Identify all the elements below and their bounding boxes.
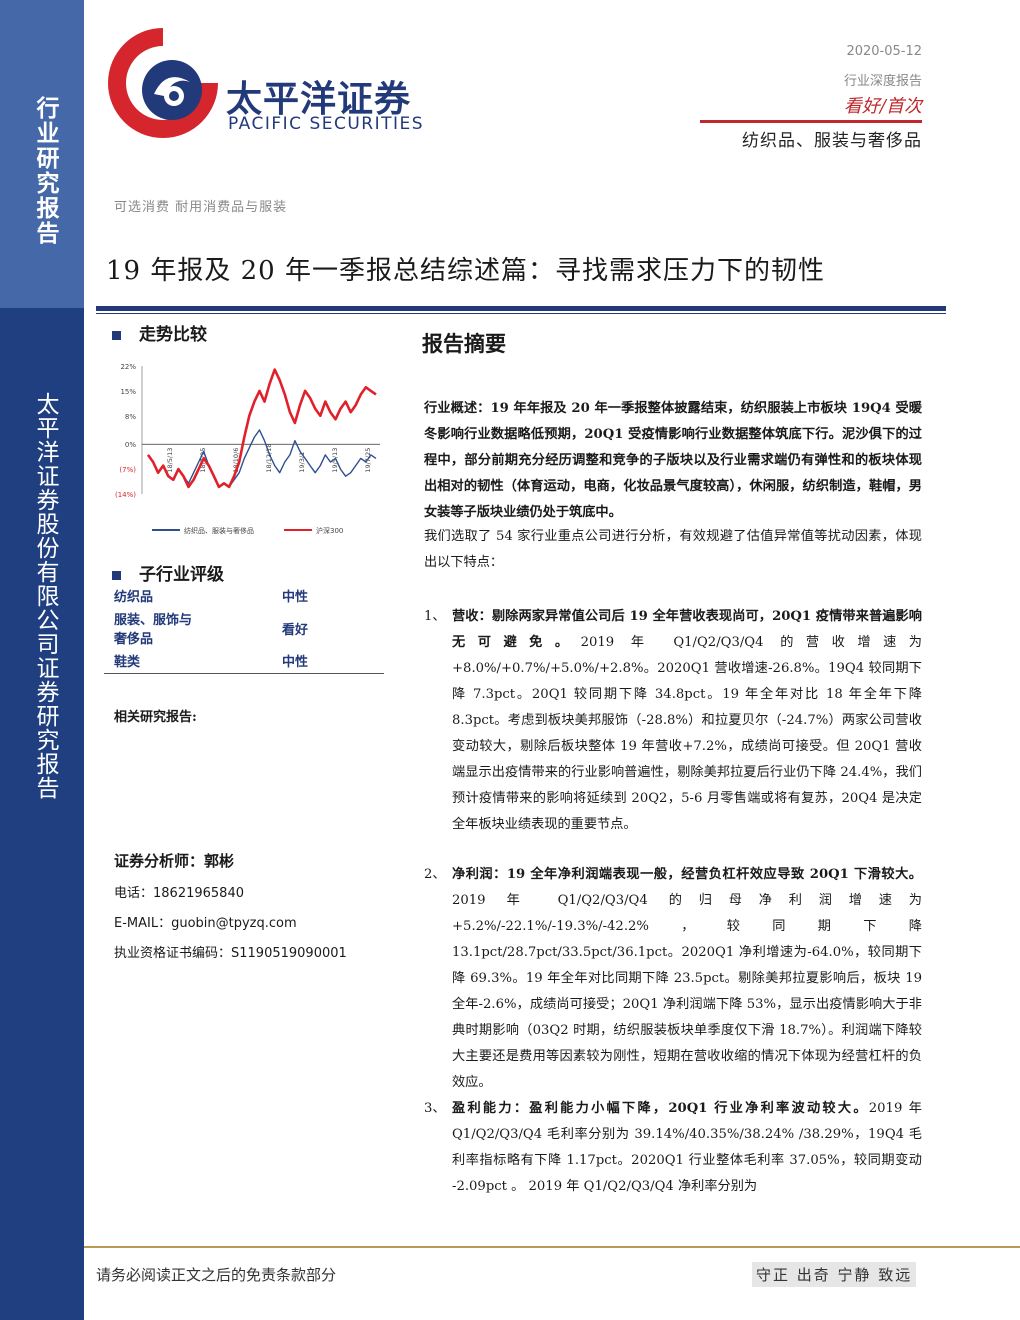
summary-item: 3、 盈利能力：盈利能力小幅下降，20Q1 行业净利率波动较大。2019 年 Q… bbox=[424, 1096, 922, 1200]
page-title: 19 年报及 20 年一季报总结综述篇：寻找需求压力下的韧性 bbox=[106, 256, 825, 286]
item-number: 3、 bbox=[424, 1101, 446, 1116]
item-heading: 盈利能力：盈利能力小幅下降，20Q1 行业净利率波动较大。 bbox=[452, 1101, 869, 1116]
sub-industry-heading-text: 子行业评级 bbox=[139, 565, 224, 585]
category-label: 可选消费 耐用消费品与服装 bbox=[114, 200, 288, 215]
x-tick-label: 18/12/18 bbox=[265, 443, 273, 472]
disclaimer-notice: 请务必阅读正文之后的免责条款部分 bbox=[96, 1266, 337, 1284]
legend-label: 沪深300 bbox=[316, 526, 343, 535]
y-tick-label: 0% bbox=[125, 441, 136, 449]
sub-industry-row: 鞋类 中性 bbox=[104, 649, 384, 672]
sidebar-company-name: 太平洋证券股份有限公司证券研究报告 bbox=[32, 392, 58, 800]
title-divider-thin bbox=[96, 313, 946, 314]
square-bullet-icon bbox=[112, 331, 121, 340]
x-tick-label: 19/3/1 bbox=[298, 452, 306, 473]
y-tick-label: 15% bbox=[120, 388, 136, 396]
chart-series-group bbox=[146, 368, 377, 489]
sidebar-report-label: 行业研究报告 bbox=[32, 96, 59, 246]
summary-heading: 报告摘要 bbox=[422, 331, 506, 356]
legend-label: 纺织品、服装与奢侈品 bbox=[184, 526, 254, 535]
y-tick-label: 8% bbox=[125, 413, 136, 421]
sub-industry-row: 纺织品 中性 bbox=[104, 584, 384, 607]
sidebar-top-band bbox=[0, 0, 84, 308]
sub-industry-name: 服装、服饰与 奢侈品 bbox=[114, 613, 193, 647]
y-tick-label: 22% bbox=[120, 363, 136, 371]
industry-name: 纺织品、服装与奢侈品 bbox=[742, 131, 922, 151]
sub-industry-table: 纺织品 中性 服装、服饰与 奢侈品 看好 鞋类 中性 bbox=[104, 584, 384, 672]
sub-industry-name: 鞋类 bbox=[114, 655, 141, 670]
trend-heading-text: 走势比较 bbox=[139, 325, 207, 345]
series-line-textile bbox=[147, 429, 377, 488]
industry-rating: 看好/首次 bbox=[843, 96, 922, 117]
item-text: 2019 年 Q1/Q2/Q3/Q4 毛利率分别为 39.14%/40.35%/… bbox=[452, 1101, 922, 1194]
item-heading: 营收：剔除两家异常值公司后 19 全年营收表现尚可，20Q1 疫情带来普遍影响无… bbox=[452, 609, 922, 650]
trend-heading: 走势比较 bbox=[112, 320, 207, 345]
x-tick-label: 18/5/13 bbox=[166, 448, 174, 473]
sub-industry-rating: 看好 bbox=[282, 622, 309, 638]
sub-industry-rating: 中性 bbox=[282, 655, 309, 670]
item-number: 1、 bbox=[424, 609, 446, 624]
summary-item: 1、 营收：剔除两家异常值公司后 19 全年营收表现尚可，20Q1 疫情带来普遍… bbox=[424, 604, 922, 838]
x-tick-label: 18/10/6 bbox=[232, 448, 240, 473]
chart-axes: 22%15%8%0%(7%)(14%)18/5/13 18/7/25 18/10/6… bbox=[115, 363, 380, 499]
analyst-email[interactable]: E-MAIL：guobin@tpyzq.com bbox=[114, 916, 297, 931]
analyst-certificate: 执业资格证书编码：S1190519090001 bbox=[114, 946, 347, 961]
intro-paragraph: 我们选取了 54 家行业重点公司进行分析，有效规避了估值异常值等扰动因素，体现出… bbox=[424, 529, 922, 570]
item-text: 2019 年 Q1/Q2/Q3/Q4 的归母净利润增速为 +5.2%/-22.1… bbox=[452, 893, 922, 1090]
item-text: 2019 年 Q1/Q2/Q3/Q4 的营收增速为 +8.0%/+0.7%/+5… bbox=[452, 635, 922, 832]
footer-divider bbox=[84, 1246, 1020, 1248]
summary-item: 2、 净利润：19 全年净利润端表现一般，经营负杠杆效应导致 20Q1 下滑较大… bbox=[424, 862, 922, 1096]
x-tick-label: 19/5/13 bbox=[331, 448, 339, 473]
trend-chart: 22%15%8%0%(7%)(14%)18/5/13 18/7/25 18/10/6… bbox=[115, 363, 380, 535]
sub-industry-name: 纺织品 bbox=[114, 590, 154, 605]
analyst-phone: 电话：18621965840 bbox=[114, 886, 244, 901]
logo-chinese-name: 太平洋证券 bbox=[226, 79, 412, 120]
pacific-securities-logo-icon bbox=[108, 28, 218, 138]
report-type: 行业深度报告 bbox=[843, 74, 922, 89]
logo-english-name: PACIFIC SECURITIES bbox=[228, 114, 425, 134]
series-line-csi300 bbox=[146, 368, 377, 489]
chart-legend: 纺织品、服装与奢侈品 沪深300 bbox=[152, 526, 343, 535]
overview-text: 行业概述：19 年年报及 20 年一季报整体披露结束，纺织服装上市板块 19Q4… bbox=[424, 401, 922, 520]
sub-industry-rating: 中性 bbox=[282, 590, 309, 605]
item-heading: 净利润：19 全年净利润端表现一般，经营负杠杆效应导致 20Q1 下滑较大。 bbox=[452, 867, 922, 882]
sub-industry-row: 服装、服饰与 奢侈品 看好 bbox=[104, 607, 384, 649]
sidebar-bottom-band bbox=[0, 308, 84, 1320]
sub-industry-heading: 子行业评级 bbox=[112, 560, 224, 585]
analyst-name: 证券分析师：郭彬 bbox=[114, 852, 235, 870]
related-reports-label: 相关研究报告: bbox=[114, 710, 197, 725]
company-motto: 守正 出奇 宁静 致远 bbox=[752, 1262, 917, 1287]
table-bottom-rule bbox=[104, 673, 384, 674]
square-bullet-icon bbox=[112, 571, 121, 580]
item-number: 2、 bbox=[424, 867, 446, 882]
header-divider bbox=[700, 120, 922, 123]
y-tick-label: (7%) bbox=[119, 466, 136, 474]
title-divider bbox=[96, 306, 946, 311]
y-tick-label: (14%) bbox=[115, 491, 136, 499]
report-date: 2020-05-12 bbox=[846, 44, 922, 59]
overview-paragraph: 行业概述：19 年年报及 20 年一季报整体披露结束，纺织服装上市板块 19Q4… bbox=[424, 396, 922, 526]
